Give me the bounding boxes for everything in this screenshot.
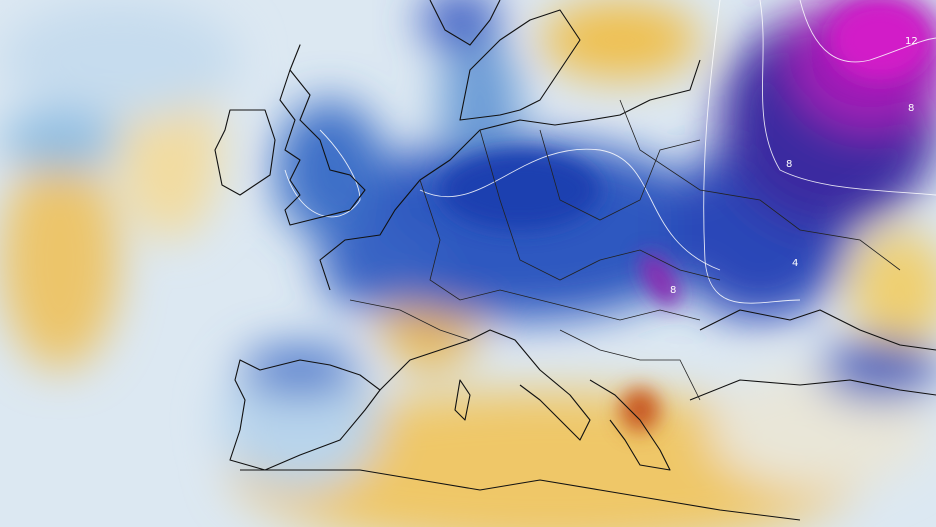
contour-label: 8 [670, 285, 676, 296]
contour-label: 12 [905, 36, 918, 47]
borders [349, 99, 901, 401]
isolines [284, 0, 936, 304]
contour-label: 8 [786, 159, 792, 170]
coastlines [214, 0, 936, 521]
contour-label: 4 [792, 258, 798, 269]
contour-label: 8 [908, 103, 914, 114]
contour-labels: 12 8 8 4 8 [670, 36, 918, 296]
